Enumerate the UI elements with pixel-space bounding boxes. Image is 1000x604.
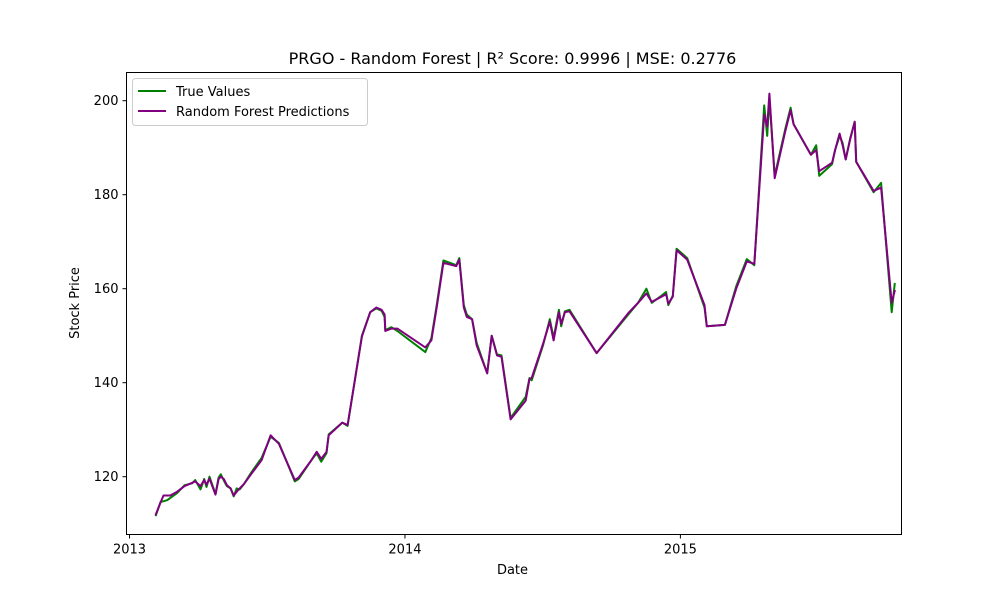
y-tick-label: 200 xyxy=(94,94,119,109)
legend-box xyxy=(132,78,368,126)
series-line-predictions xyxy=(154,92,896,516)
legend: True Values Random Forest Predictions xyxy=(132,78,368,126)
y-tick-label: 160 xyxy=(94,282,119,297)
y-tick-label: 140 xyxy=(94,376,119,391)
x-tick-label: 2015 xyxy=(664,543,697,558)
plot-frame xyxy=(126,72,902,535)
series-layer xyxy=(154,92,896,517)
legend-label-predictions: Random Forest Predictions xyxy=(176,105,350,120)
y-tick-label: 120 xyxy=(94,470,119,485)
y-tick-label: 180 xyxy=(94,188,119,203)
x-axis-ticks: 2013 2014 2015 xyxy=(113,534,697,558)
x-tick-label: 2014 xyxy=(388,543,421,558)
chart-title: PRGO - Random Forest | R² Score: 0.9996 … xyxy=(289,49,737,68)
y-axis-ticks: 120 140 160 180 200 xyxy=(94,94,127,485)
x-tick-label: 2013 xyxy=(113,543,146,558)
x-axis-label: Date xyxy=(497,563,528,578)
legend-label-true-values: True Values xyxy=(175,85,250,100)
y-axis-label: Stock Price xyxy=(68,267,83,339)
